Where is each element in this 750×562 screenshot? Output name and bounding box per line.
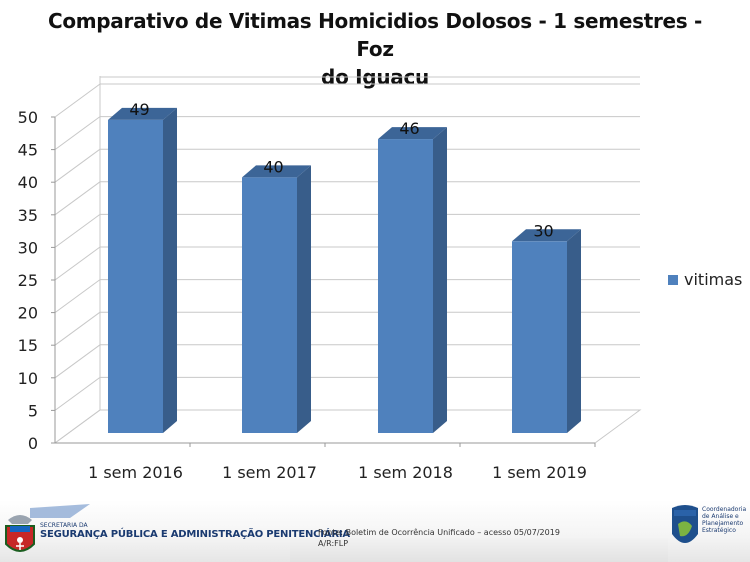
data-label: 30 (533, 221, 553, 240)
cape-shield-icon (672, 505, 698, 543)
y-axis: 0 5 10 15 20 25 30 35 40 45 50 (18, 108, 56, 453)
x-tick-label: 1 sem 2019 (492, 463, 587, 482)
bar-1-sem-2018: 46 (378, 119, 447, 433)
bar-1-sem-2017: 40 (242, 157, 311, 433)
chart-area: 49 40 46 30 0 5 10 15 20 25 30 35 40 45 50 1 sem 2016… (18, 76, 642, 482)
y-tick-label: 40 (18, 173, 38, 192)
parana-coat-of-arms-icon (5, 504, 90, 552)
legend: vitimas (668, 270, 742, 289)
data-label: 40 (263, 157, 283, 176)
footer-bar (290, 538, 668, 562)
x-tick-label: 1 sem 2018 (358, 463, 453, 482)
legend-swatch (668, 274, 678, 285)
secretaria-label: SEGURANÇA PÚBLICA E ADMINISTRAÇÃO PENITE… (40, 529, 350, 540)
y-tick-label: 10 (18, 369, 38, 388)
footer (0, 500, 750, 562)
y-tick-label: 45 (18, 141, 38, 160)
y-tick-label: 5 (28, 401, 38, 420)
bar-1-sem-2019: 30 (512, 221, 581, 433)
secretaria-label-small: SECRETARIA DA (40, 522, 88, 529)
source-text: Fonte: Boletim de Ocorrência Unificado –… (318, 528, 560, 537)
data-label: 46 (399, 119, 419, 138)
y-tick-label: 30 (18, 238, 38, 257)
bar-1-sem-2016: 49 (108, 100, 177, 433)
legend-label: vitimas (684, 270, 743, 289)
data-label: 49 (129, 100, 149, 119)
cape-label: Coordenadoria de Análise e Planejamento … (702, 506, 747, 534)
y-tick-label: 25 (18, 271, 38, 290)
x-axis: 1 sem 2016 1 sem 2017 1 sem 2018 1 sem 2019 (55, 442, 596, 482)
y-tick-label: 35 (18, 206, 38, 225)
author-text: A/R:FLP (318, 539, 349, 548)
x-tick-label: 1 sem 2017 (222, 463, 317, 482)
source-note: Fonte: Boletim de Ocorrência Unificado –… (318, 527, 560, 549)
bars: 49 40 46 30 (108, 100, 581, 433)
y-tick-label: 0 (28, 434, 38, 453)
y-tick-label: 15 (18, 336, 38, 355)
y-tick-label: 50 (18, 108, 38, 127)
x-tick-label: 1 sem 2016 (88, 463, 183, 482)
chart-title-line1: Comparativo de Vitimas Homicidios Doloso… (47, 9, 703, 61)
y-tick-label: 20 (18, 304, 38, 323)
